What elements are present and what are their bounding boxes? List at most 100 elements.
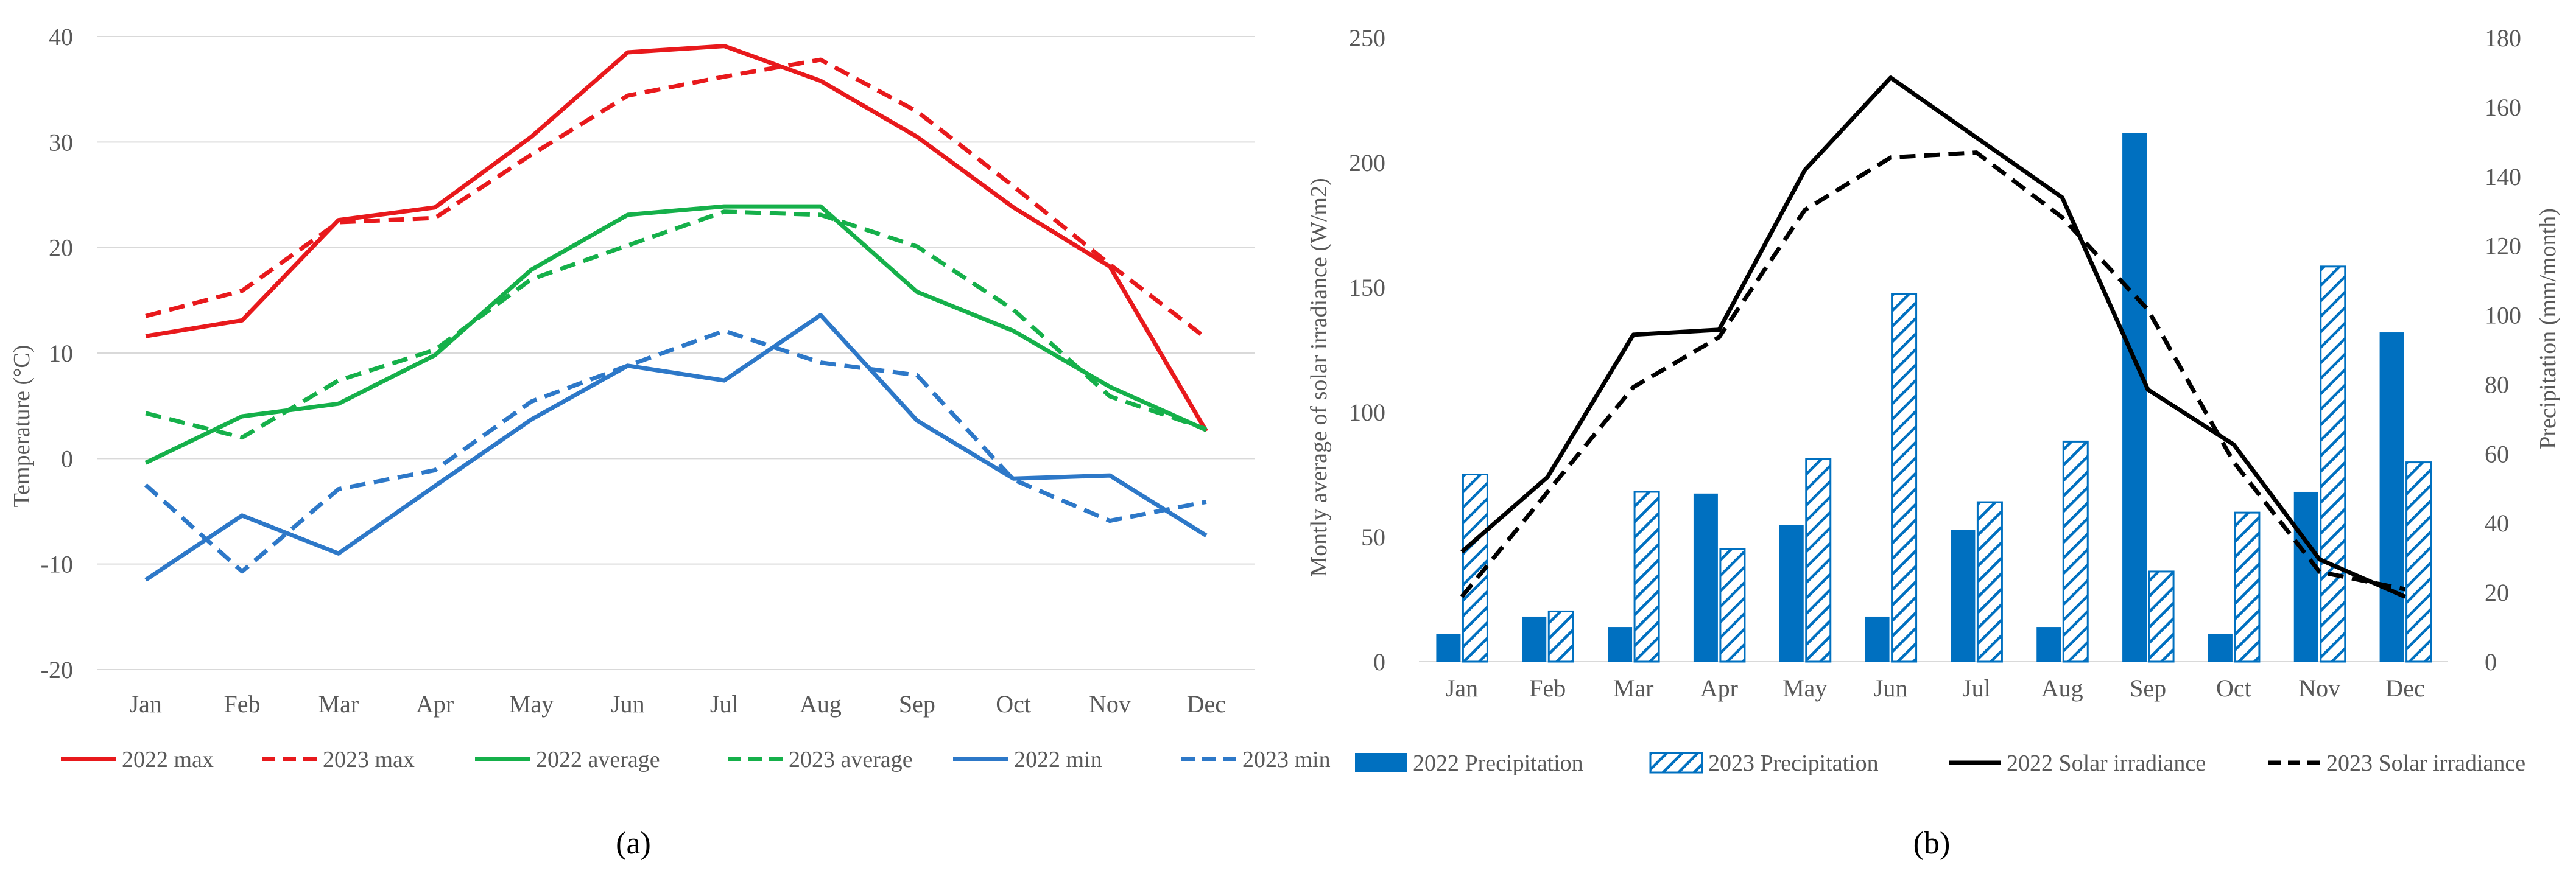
chart-a-legend: 2022 max 2023 max 2022 average 2023 average…: [61, 747, 1331, 772]
chart-b: 0 50 100 150 200 250 0 20 40 60 80 100 120 140 160 180…: [1306, 24, 2561, 861]
chart-b-bar: [1547, 610, 1574, 663]
chart-b-y2-tick-label: 40: [2485, 509, 2509, 537]
chart-b-panel-label: (b): [1913, 826, 1951, 861]
chart-b-legend: 2022 Precipitation 2023 Precipitation 2022…: [1355, 751, 2525, 776]
chart-b-x-tick-label: Jan: [1446, 674, 1478, 702]
chart-b-legend-swatch: [1355, 753, 1407, 772]
chart-b-y2-tick-label: 80: [2485, 371, 2509, 398]
chart-a-panel-label: (a): [616, 826, 651, 861]
chart-b-y2-ticks: 0 20 40 60 80 100 120 140 160 180: [2485, 24, 2521, 676]
chart-b-bar: [1633, 491, 1660, 663]
chart-b-bars: [1436, 133, 2432, 663]
chart-b-legend-label: 2022 Precipitation: [1413, 751, 1583, 776]
chart-b-y-tick-label: 50: [1361, 523, 1385, 551]
chart-b-series-line: [1460, 150, 2406, 598]
chart-a: -20 -10 0 10 20 30 40 Jan Feb Mar Apr May Jun Jul Aug…: [9, 23, 1331, 861]
chart-a-legend-label: 2023 min: [1242, 747, 1331, 772]
chart-a-x-tick-label: Jan: [130, 690, 162, 718]
chart-a-series-line: [145, 57, 1208, 340]
chart-b-legend-label: 2022 Solar irradiance: [2007, 751, 2206, 776]
chart-b-bar: [2036, 627, 2061, 662]
chart-b-bar: [1891, 293, 1918, 663]
chart-b-legend-swatch: [1649, 752, 1703, 774]
chart-b-y2-tick-label: 60: [2485, 440, 2509, 467]
chart-a-series-line: [145, 209, 1207, 440]
chart-a-y-tick-label: -20: [41, 656, 73, 684]
chart-b-y2-tick-label: 120: [2485, 233, 2521, 260]
chart-b-bar: [1805, 458, 1832, 663]
chart-b-lines: [1460, 75, 2407, 599]
chart-b-bar: [1436, 634, 1461, 662]
chart-b-y2-tick-label: 160: [2485, 94, 2521, 121]
chart-a-x-tick-label: Mar: [318, 690, 359, 718]
chart-b-bar: [2320, 265, 2346, 663]
chart-a-series-line: [145, 44, 1208, 433]
chart-a-y-tick-label: -10: [41, 551, 73, 578]
chart-b-x-tick-label: Sep: [2130, 674, 2166, 702]
chart-a-x-tick-label: Aug: [800, 690, 842, 718]
chart-b-bar: [2234, 511, 2261, 663]
chart-a-x-tick-label: Oct: [996, 690, 1031, 718]
chart-a-x-tick-label: Apr: [416, 690, 454, 718]
chart-b-legend-label: 2023 Solar irradiance: [2326, 751, 2525, 776]
chart-a-x-tick-label: Feb: [224, 690, 261, 718]
chart-a-y-ticks: -20 -10 0 10 20 30 40: [41, 23, 73, 684]
chart-a-x-tick-label: Sep: [899, 690, 935, 718]
chart-a-x-tick-label: May: [509, 690, 554, 718]
chart-b-bar: [1976, 501, 2003, 663]
chart-b-x-tick-label: Dec: [2385, 674, 2424, 702]
chart-b-bar: [2062, 440, 2089, 663]
chart-b-x-tick-label: Apr: [1700, 674, 1738, 702]
chart-a-y-tick-label: 40: [49, 23, 73, 51]
chart-a-x-ticks: Jan Feb Mar Apr May Jun Jul Aug Sep Oct Nov Dec: [130, 690, 1226, 718]
chart-a-legend-label: 2022 min: [1014, 747, 1102, 772]
chart-b-y2-tick-label: 100: [2485, 302, 2521, 329]
chart-a-y-tick-label: 20: [49, 234, 73, 262]
chart-b-x-tick-label: Jun: [1874, 674, 1908, 702]
chart-a-series-line: [144, 204, 1208, 465]
chart-a-legend-label: 2023 max: [323, 747, 415, 772]
chart-b-y2-axis-title: Precipitation (mm/month): [2535, 208, 2561, 449]
chart-b-x-tick-label: Oct: [2216, 674, 2251, 702]
chart-a-series-line: [144, 329, 1207, 574]
chart-b-y-ticks: 0 50 100 150 200 250: [1349, 24, 1385, 676]
chart-b-bar: [2293, 491, 2318, 662]
chart-b-bar: [1779, 525, 1804, 662]
chart-a-series: [144, 44, 1208, 582]
chart-b-bar: [2208, 634, 2233, 662]
chart-b-legend-label: 2023 Precipitation: [1708, 751, 1879, 776]
chart-b-bar: [1865, 616, 1890, 662]
chart-b-y2-tick-label: 20: [2485, 579, 2509, 606]
chart-a-y-tick-label: 0: [61, 445, 73, 472]
chart-b-y2-tick-label: 140: [2485, 163, 2521, 191]
chart-a-y-tick-label: 10: [49, 340, 73, 367]
chart-a-gridlines: [97, 36, 1255, 670]
chart-b-y-axis-title: Montly average of solar irradiance (W/m2…: [1306, 178, 1332, 576]
chart-b-x-tick-label: Mar: [1613, 674, 1654, 702]
chart-b-x-tick-label: Feb: [1529, 674, 1566, 702]
chart-b-y-tick-label: 250: [1349, 24, 1385, 52]
chart-b-x-tick-label: Aug: [2041, 674, 2083, 702]
chart-b-y-tick-label: 100: [1349, 399, 1385, 426]
chart-b-bar: [1522, 616, 1547, 662]
chart-b-y-tick-label: 200: [1349, 149, 1385, 177]
chart-b-y-tick-label: 150: [1349, 274, 1385, 301]
chart-a-series-line: [144, 313, 1208, 582]
chart-b-y2-tick-label: 0: [2485, 648, 2497, 676]
chart-a-legend-label: 2023 average: [789, 747, 913, 772]
chart-a-y-axis-title: Temperature (°C): [9, 345, 35, 508]
chart-a-x-tick-label: Jun: [611, 690, 645, 718]
chart-a-legend-label: 2022 average: [536, 747, 660, 772]
chart-b-bar: [1951, 530, 1976, 662]
chart-b-series-line: [1460, 75, 2407, 599]
chart-b-bar: [2379, 332, 2404, 662]
chart-b-bar: [2122, 133, 2147, 662]
chart-b-y-tick-label: 0: [1373, 648, 1385, 676]
chart-a-y-tick-label: 30: [49, 128, 73, 156]
chart-b-bar: [1608, 627, 1633, 662]
chart-a-x-tick-label: Dec: [1187, 690, 1226, 718]
chart-b-x-tick-label: Jul: [1962, 674, 1991, 702]
chart-b-y2-tick-label: 180: [2485, 24, 2521, 52]
